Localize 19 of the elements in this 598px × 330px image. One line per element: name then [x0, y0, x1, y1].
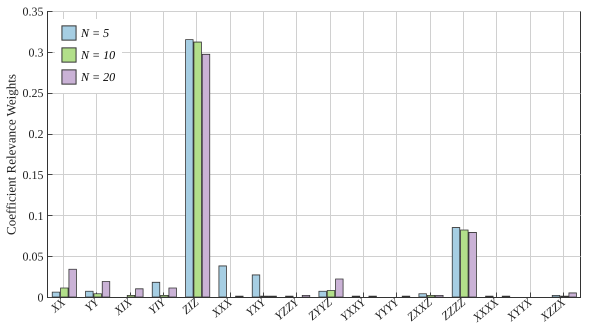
legend-label: N = 20: [80, 70, 116, 84]
y-tick-label: 0.3: [28, 45, 44, 60]
y-tick-label: 0: [38, 290, 44, 304]
legend-label: N = 10: [80, 48, 116, 62]
y-tick-label: 0.1: [28, 208, 44, 223]
y-tick-label: 0.2: [28, 127, 44, 142]
x-tick-label: YXY: [243, 294, 270, 320]
y-tick-label: 0.25: [22, 86, 44, 100]
y-axis-title: Coefficient Relevance Weights: [4, 74, 18, 235]
y-tick-label: 0.35: [22, 4, 44, 18]
x-tick-label: ZIZ: [179, 294, 202, 318]
y-tick-label: 0.15: [22, 168, 44, 182]
legend-label: N = 5: [80, 26, 110, 40]
x-tick-label: XX: [46, 294, 69, 316]
x-tick-label: XIX: [110, 294, 136, 318]
x-tick-label: YIY: [146, 294, 170, 318]
y-tick-label: 0.05: [22, 250, 44, 264]
x-tick-label: YY: [82, 294, 102, 314]
x-tick-label: XXX: [208, 294, 236, 321]
